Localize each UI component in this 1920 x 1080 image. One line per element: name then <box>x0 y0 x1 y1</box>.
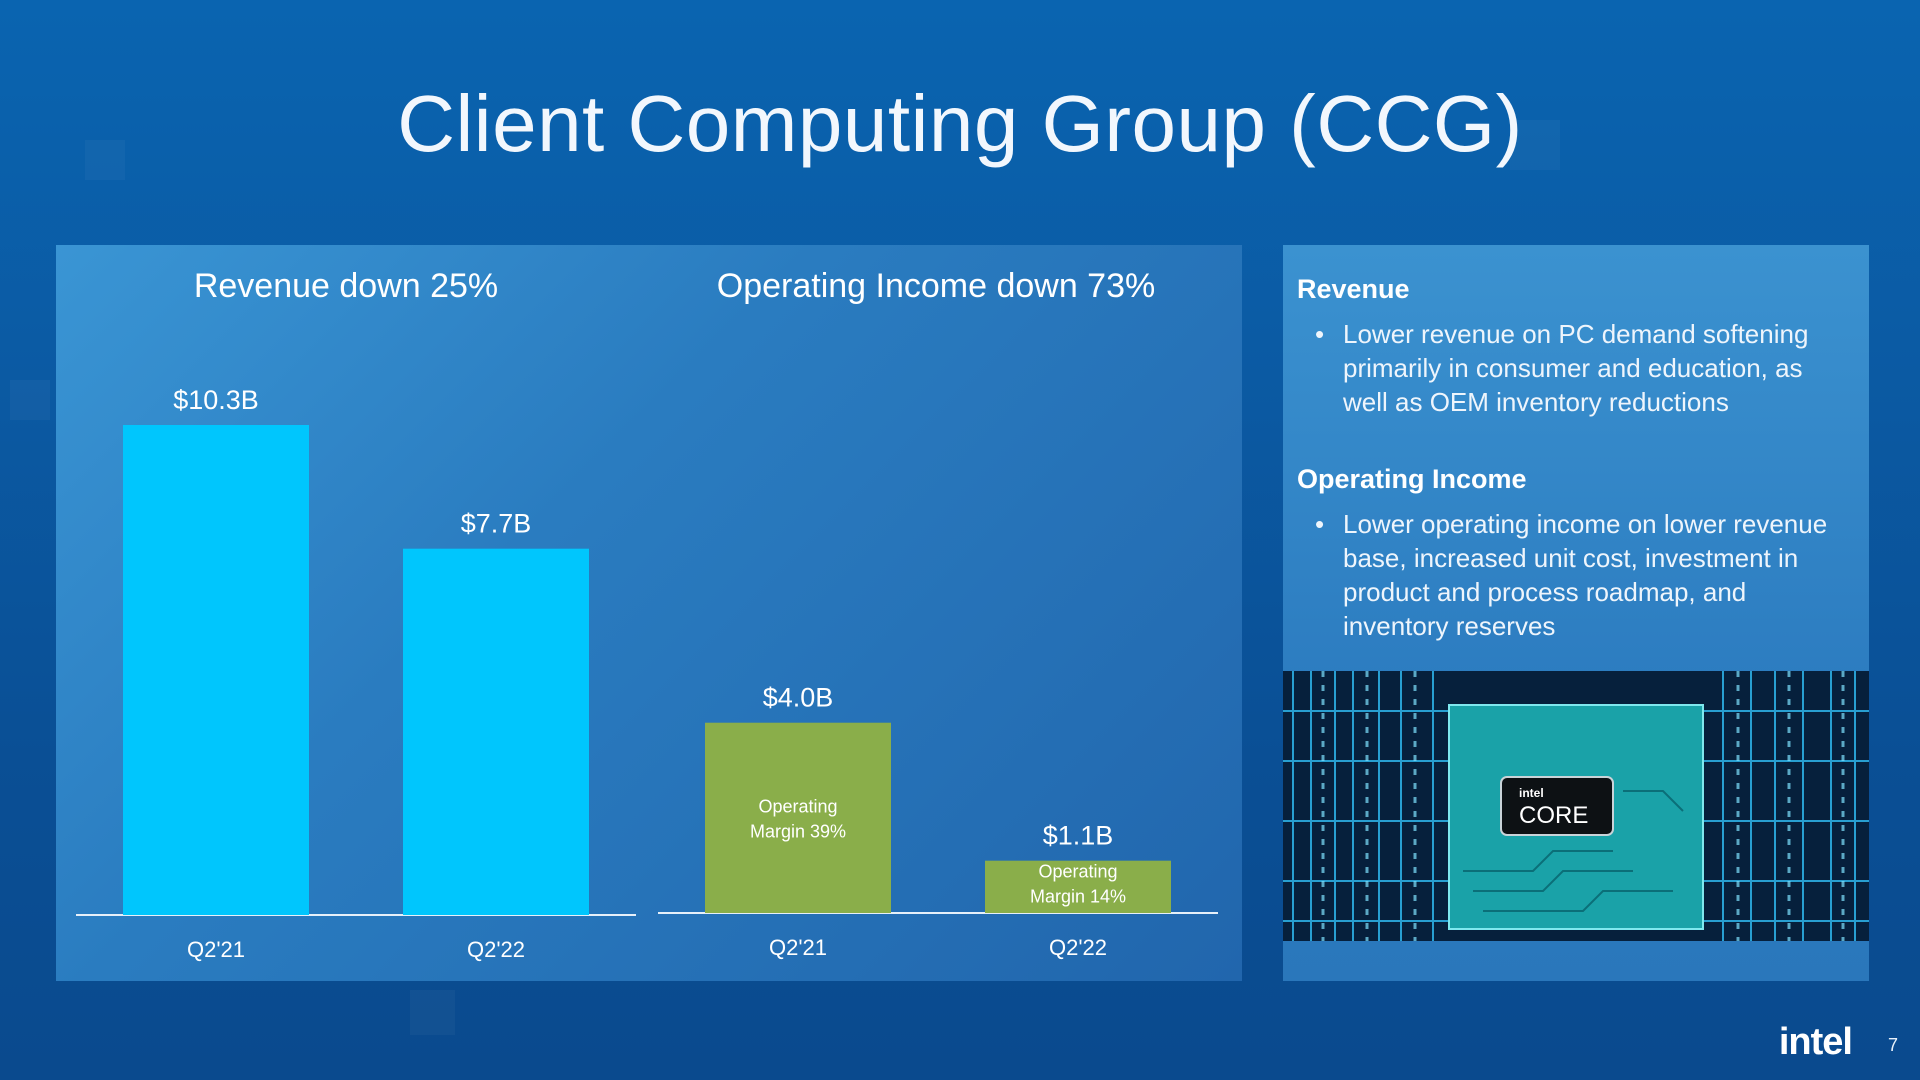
bar-inner-label: Operating <box>758 797 837 817</box>
intel-logo: intel <box>1778 1021 1853 1063</box>
bullet-line: primarily in consumer and education, as <box>1343 353 1803 383</box>
chip-brand-text: intel <box>1519 786 1544 800</box>
bullet-glyph: • <box>1315 509 1325 539</box>
slide-title: Client Computing Group (CCG) <box>397 79 1523 168</box>
chart-title: Revenue down 25% <box>194 267 498 305</box>
x-tick-label: Q2'21 <box>187 937 245 962</box>
charts-svg: Revenue down 25% $10.3B Q2'21 $7.7B Q2'22 Ope… <box>76 267 1218 962</box>
background-square <box>10 380 50 420</box>
revenue-bullet-list: • Lower revenue on PC demand softening p… <box>1297 317 1857 419</box>
bullet-line: base, increased unit cost, investment in <box>1343 543 1799 573</box>
bar-value-label: $10.3B <box>173 385 259 415</box>
operating-income-bullet: • Lower operating income on lower revenu… <box>1297 507 1857 643</box>
bullet-line: inventory reserves <box>1343 611 1556 641</box>
core-badge <box>1500 776 1614 836</box>
bullet-line: well as OEM inventory reductions <box>1343 387 1729 417</box>
bar <box>403 548 589 915</box>
chart-panel: Revenue down 25% $10.3B Q2'21 $7.7B Q2'22 Ope… <box>56 245 1242 981</box>
chip-traces <box>1463 790 1684 912</box>
revenue-bullet: • Lower revenue on PC demand softening p… <box>1297 317 1857 419</box>
bar-value-label: $7.7B <box>461 509 532 539</box>
chart-title: Operating Income down 73% <box>717 267 1155 305</box>
bar-value-label: $4.0B <box>763 683 834 713</box>
page-number: 7 <box>1887 1035 1898 1055</box>
chip-product-text: CORE <box>1519 802 1588 829</box>
bar-value-label: $1.1B <box>1043 821 1114 851</box>
bullet-glyph: • <box>1315 319 1325 349</box>
bar <box>985 860 1171 913</box>
revenue-heading: Revenue <box>1297 274 1410 304</box>
x-tick-label: Q2'22 <box>1049 935 1107 960</box>
x-tick-label: Q2'21 <box>769 935 827 960</box>
bar-inner-label: Operating <box>1038 862 1117 882</box>
operating-income-bullet-list: • Lower operating income on lower revenu… <box>1297 507 1857 643</box>
bullet-line: Lower operating income on lower revenue <box>1343 509 1828 539</box>
circuit-dashes <box>1321 671 1845 941</box>
bar <box>123 425 309 915</box>
bullet-line: Lower revenue on PC demand softening <box>1343 319 1809 349</box>
bullet-line: product and process roadmap, and <box>1343 577 1747 607</box>
bar-inner-label: Margin 14% <box>1030 887 1126 907</box>
x-tick-label: Q2'22 <box>467 937 525 962</box>
bar <box>705 722 891 913</box>
background-square <box>410 990 455 1035</box>
commentary-panel: Revenue • Lower revenue on PC demand sof… <box>1283 245 1869 981</box>
bar-inner-label: Margin 39% <box>750 822 846 842</box>
operating-income-heading: Operating Income <box>1297 464 1527 494</box>
intel-core-chip-image: intel CORE <box>1283 671 1869 941</box>
